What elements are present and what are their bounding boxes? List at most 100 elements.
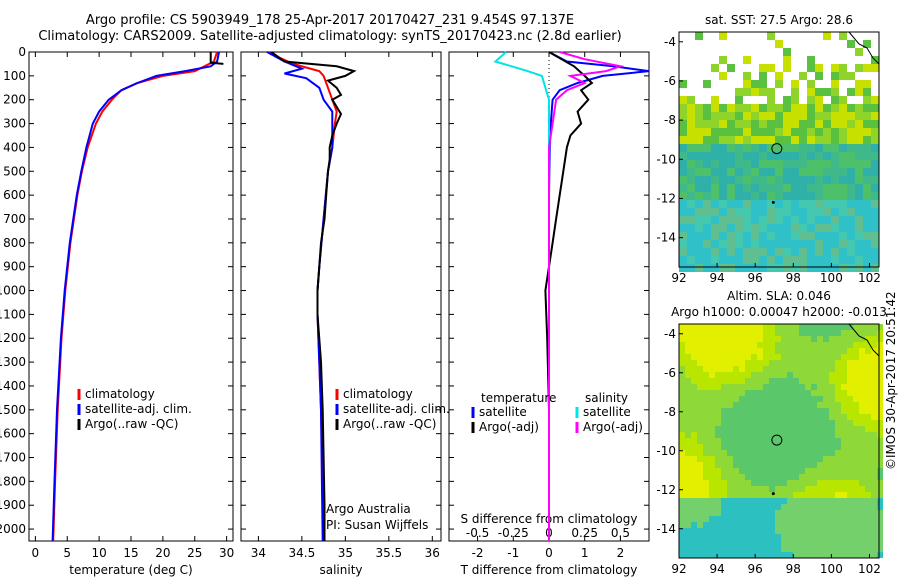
heatmap-cell [831,144,839,152]
heatmap-cell [831,168,839,176]
heatmap-cell [775,510,781,516]
heatmap-cell [817,474,823,480]
heatmap-cell [769,444,775,450]
heatmap-cell [871,516,877,522]
heatmap-cell [697,540,703,546]
heatmap-cell [715,384,721,390]
heatmap-cell [811,480,817,486]
heatmap-cell [793,528,799,534]
heatmap-cell [781,372,787,378]
heatmap-cell [871,152,879,160]
annotation-text: PI: Susan Wijffels [326,518,428,532]
heatmap-cell [691,336,697,342]
heatmap-cell [775,192,783,200]
heatmap-cell [859,372,865,378]
heatmap-cell [709,510,715,516]
heatmap-cell [805,408,811,414]
x-tick-label: 34 [251,546,266,560]
heatmap-cell [695,152,703,160]
heatmap-cell [763,438,769,444]
heatmap-cell [783,192,791,200]
heatmap-cell [703,486,709,492]
heatmap-cell [863,240,871,248]
heatmap-cell [799,510,805,516]
heatmap-cell [799,498,805,504]
heatmap-cell [763,372,769,378]
heatmap-cell [739,534,745,540]
heatmap-cell [835,348,841,354]
heatmap-cell [727,248,735,256]
heatmap-cell [733,552,739,558]
heatmap-cell [679,372,685,378]
heatmap-cell [763,336,769,342]
heatmap-cell [781,444,787,450]
heatmap-cell [865,540,871,546]
heatmap-cell [745,480,751,486]
heatmap-cell [703,232,711,240]
heatmap-cell [807,256,815,264]
heatmap-cell [759,128,767,136]
heatmap-cell [787,408,793,414]
heatmap-cell [877,540,883,546]
heatmap-cell [697,402,703,408]
heatmap-cell [847,426,853,432]
heatmap-cell [775,120,783,128]
heatmap-cell [835,396,841,402]
heatmap-cell [841,366,847,372]
heatmap-cell [787,402,793,408]
heatmap-cell [823,336,829,342]
heatmap-cell [805,462,811,468]
heatmap-cell [863,232,871,240]
heatmap-cell [751,136,759,144]
heatmap-cell [823,88,831,96]
heatmap-cell [855,104,863,112]
heatmap-cell [841,414,847,420]
heatmap-cell [685,396,691,402]
heatmap-cell [871,330,877,336]
heatmap-cell [721,336,727,342]
heatmap-cell [847,384,853,390]
heatmap-cell [763,354,769,360]
heatmap-cell [679,390,685,396]
heatmap-cell [763,414,769,420]
heatmap-cell [855,48,863,56]
map-x-tick-label: 96 [748,271,763,285]
heatmap-cell [739,504,745,510]
heatmap-cell [815,88,823,96]
heatmap-cell [847,462,853,468]
heatmap-cell [799,168,807,176]
heatmap-cell [767,168,775,176]
heatmap-cell [727,264,735,272]
heatmap-cell [835,468,841,474]
heatmap-cell [781,486,787,492]
heatmap-cell [709,384,715,390]
heatmap-cell [865,510,871,516]
heatmap-cell [727,256,735,264]
legend-label: climatology [343,387,413,401]
heatmap-cell [823,486,829,492]
heatmap-cell [799,72,807,80]
heatmap-cell [863,224,871,232]
heatmap-cell [823,104,831,112]
heatmap-cell [719,32,727,40]
heatmap-cell [865,480,871,486]
heatmap-cell [817,366,823,372]
heatmap-cell [863,168,871,176]
heatmap-cell [877,438,883,444]
heatmap-cell [847,456,853,462]
heatmap-cell [775,80,783,88]
heatmap-cell [759,112,767,120]
heatmap-cell [719,152,727,160]
heatmap-cell [863,136,871,144]
heatmap-cell [805,540,811,546]
heatmap-cell [697,384,703,390]
heatmap-cell [679,200,687,208]
heatmap-cell [839,72,847,80]
heatmap-cell [727,450,733,456]
heatmap-cell [745,414,751,420]
heatmap-cell [745,336,751,342]
heatmap-cell [767,224,775,232]
heatmap-cell [787,384,793,390]
heatmap-cell [823,546,829,552]
heatmap-cell [743,256,751,264]
